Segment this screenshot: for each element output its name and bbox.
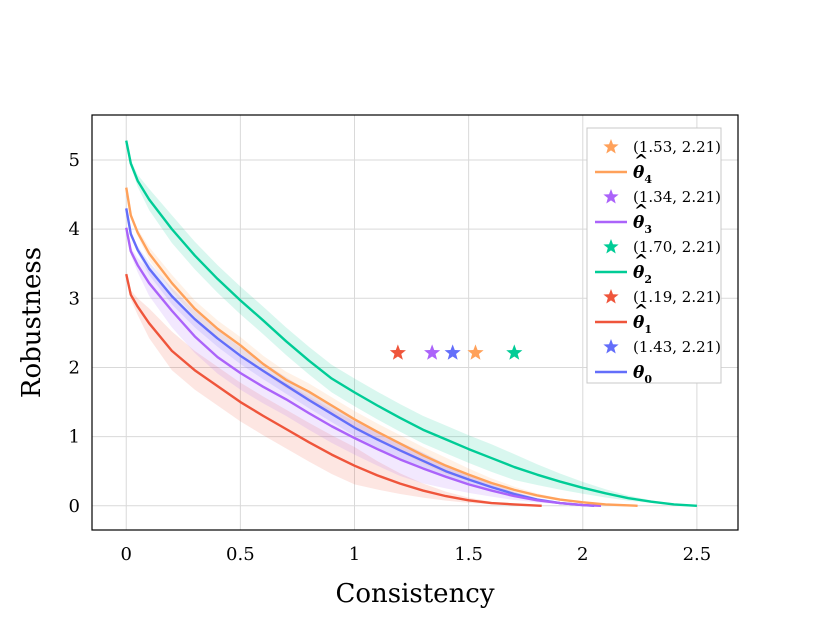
series-band: [126, 139, 697, 506]
series-band: [126, 272, 542, 506]
star-marker: [467, 344, 484, 360]
star-markers: [389, 344, 523, 360]
legend-series-label: θ3: [633, 213, 652, 236]
legend-symbol: θ: [633, 313, 645, 333]
plot-frame: [91, 114, 739, 531]
legend-symbol: θ: [633, 213, 645, 233]
x-tick-label: 2.5: [683, 544, 712, 565]
legend-star-label: (1.19, 2.21): [633, 288, 721, 306]
series-lines: [125, 140, 697, 507]
y-tick-label: 0: [69, 496, 80, 517]
series-band: [126, 226, 602, 506]
series-line: [125, 227, 602, 507]
star-marker: [444, 344, 461, 360]
legend-series-label: θ2: [633, 263, 652, 286]
y-tick-label: 3: [69, 288, 80, 309]
legend-hat: ^: [634, 251, 648, 271]
legend-subscript: 4: [644, 173, 652, 186]
legend-symbol: θ: [633, 163, 645, 183]
legend-series-label: θ0: [633, 363, 652, 386]
legend-star-label: (1.53, 2.21): [633, 138, 721, 156]
legend-star-label: (1.43, 2.21): [633, 338, 721, 356]
legend-star-marker: [603, 339, 619, 354]
series-line: [125, 208, 595, 507]
y-tick-label: 1: [69, 427, 80, 448]
series-line: [125, 140, 697, 507]
y-tick-label: 4: [69, 219, 80, 240]
x-tick-label: 1: [349, 544, 360, 565]
star-marker: [389, 344, 406, 360]
y-axis-title: Robustness: [17, 247, 47, 398]
y-tick-label: 5: [69, 150, 80, 171]
legend-hat: ^: [634, 201, 648, 221]
legend-subscript: 0: [644, 373, 652, 386]
legend-star-marker: [603, 289, 619, 304]
tick-labels: 0 0.5 1 1.5 2 2.5 0 1 2 3 4 5: [69, 150, 712, 565]
series-line: [125, 273, 542, 507]
legend-symbol: θ: [633, 263, 645, 283]
legend-series-label: θ4: [633, 163, 652, 186]
legend-hat: ^: [634, 151, 648, 171]
legend-box: [586, 127, 722, 384]
x-tick-label: 2: [577, 544, 588, 565]
legend: (1.53, 2.21)θ4^(1.34, 2.21)θ3^(1.70, 2.2…: [586, 127, 722, 386]
star-marker: [424, 344, 441, 360]
legend-hat: ^: [634, 301, 648, 321]
legend-subscript: 1: [644, 323, 652, 336]
x-tick-label: 0: [121, 544, 132, 565]
x-axis-title: Consistency: [335, 579, 494, 609]
y-tick-label: 2: [69, 357, 80, 378]
series-line: [125, 187, 638, 507]
legend-symbol: θ: [633, 363, 645, 383]
legend-series-label: θ1: [633, 313, 652, 336]
x-tick-label: 1.5: [454, 544, 483, 565]
legend-subscript: 3: [644, 223, 652, 236]
legend-star-marker: [603, 189, 619, 204]
legend-star-label: (1.70, 2.21): [633, 238, 721, 256]
legend-star-marker: [603, 239, 619, 254]
legend-star-marker: [603, 139, 619, 154]
legend-subscript: 2: [644, 273, 652, 286]
x-tick-label: 0.5: [226, 544, 255, 565]
legend-star-label: (1.34, 2.21): [633, 188, 721, 206]
star-marker: [506, 344, 523, 360]
